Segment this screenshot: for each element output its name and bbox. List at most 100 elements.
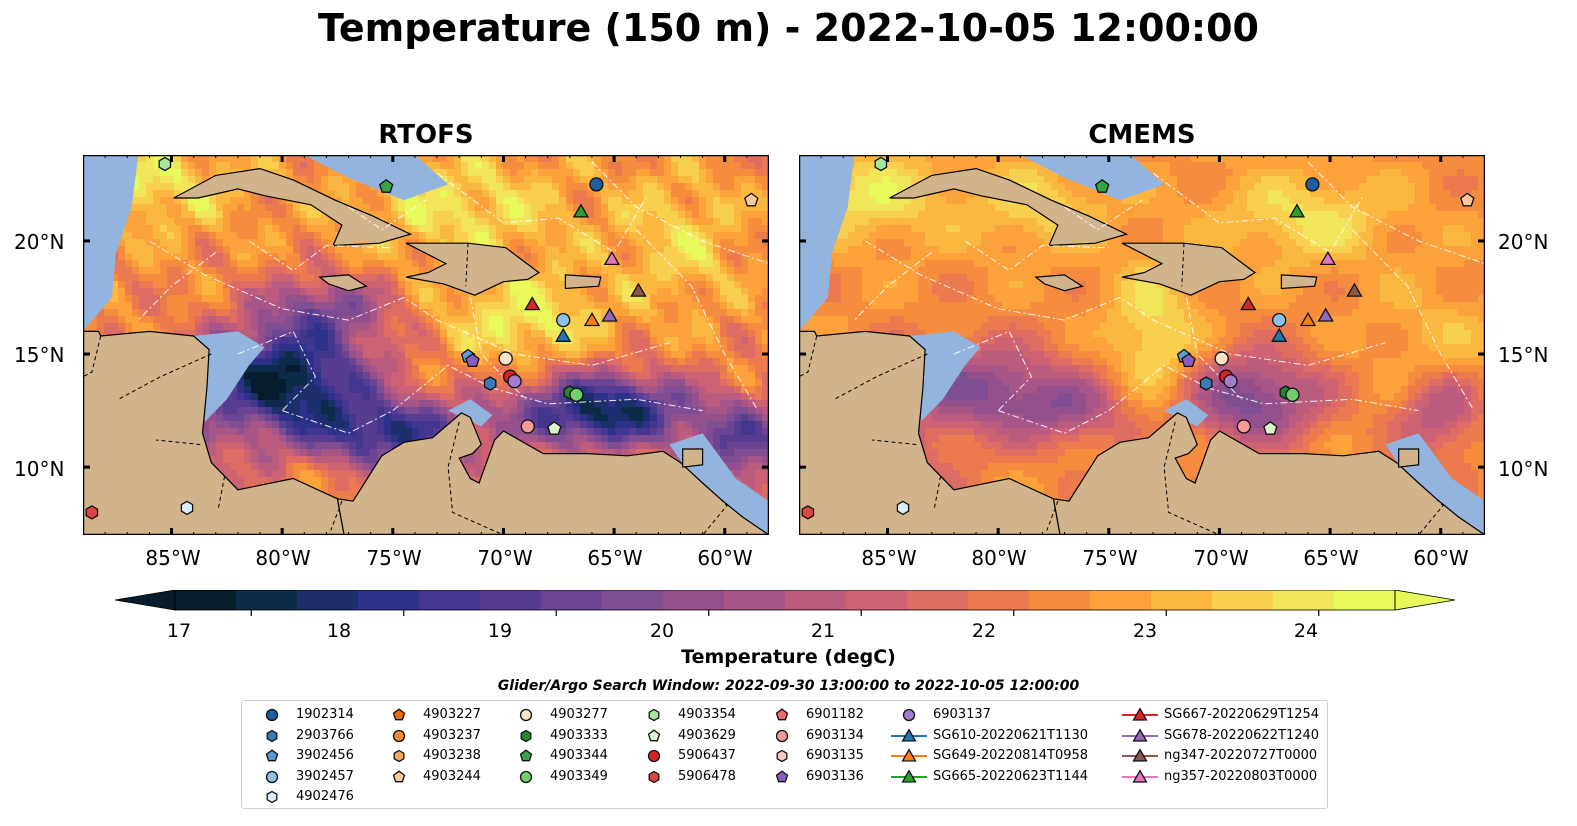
figure-title: Temperature (150 m) - 2022-10-05 12:00:0… — [317, 6, 1259, 50]
land-south-america — [1052, 412, 1485, 535]
legend-triangle-icon — [1132, 768, 1148, 783]
country-border — [834, 353, 928, 400]
legend-label: 6903136 — [806, 768, 864, 784]
land-puerto-rico — [1280, 274, 1318, 290]
legend-pentagon-icon — [392, 769, 406, 782]
eez-boundary — [1351, 229, 1475, 411]
colorbar-segment — [968, 590, 1030, 610]
colorbar-tick-24: 24 — [1293, 620, 1319, 642]
legend-title: Glider/Argo Search Window: 2022-09-30 13… — [497, 678, 1080, 694]
marker-sg678-20220622t1240 — [601, 307, 618, 322]
legend-circle-icon — [519, 708, 533, 722]
marker-6903134 — [1236, 419, 1251, 434]
legend-circle-icon — [392, 729, 406, 742]
legend-symbol — [891, 748, 927, 762]
eez-boundary — [1152, 172, 1364, 253]
marker-2903766 — [1199, 376, 1213, 391]
land-puerto-rico — [564, 274, 602, 290]
land-cuba — [889, 167, 1129, 247]
eez-boundary — [469, 297, 526, 400]
legend-circle-icon — [265, 708, 279, 722]
marker-2903766 — [483, 376, 497, 391]
colorbar-tick-19: 19 — [487, 620, 513, 642]
legend-label: 6901182 — [806, 707, 864, 722]
legend-label: 4903349 — [550, 768, 608, 784]
legend-circle-icon — [647, 749, 661, 763]
colorbar-segment — [175, 590, 237, 610]
lon-label-70w-right: 70°W — [1193, 546, 1249, 570]
eez-boundary — [1185, 297, 1242, 400]
marker-4903354 — [158, 156, 172, 172]
legend-label: 2903766 — [296, 727, 354, 743]
legend-label: 4902476 — [296, 789, 354, 804]
marker-sg678-20220622t1240 — [1317, 307, 1334, 322]
marker-ng357-20220803t0000 — [1319, 250, 1337, 266]
legend-symbol — [265, 708, 279, 722]
map-panel-rtofs[interactable] — [83, 155, 769, 535]
legend-symbol — [392, 729, 406, 742]
map-svg-rtofs — [83, 155, 769, 535]
legend-label: 4903227 — [423, 707, 481, 722]
marker-4903354 — [874, 156, 888, 172]
marker-6903137 — [1223, 374, 1238, 389]
legend-label: 3902457 — [296, 768, 354, 784]
colorbar-segment — [236, 590, 298, 610]
marker-1902314 — [1305, 177, 1320, 192]
marker-4902476 — [896, 500, 910, 516]
map-frame-border — [799, 155, 1485, 535]
colorbar-segment — [1273, 590, 1335, 610]
eez-boundary — [591, 161, 769, 265]
colorbar-tick-23: 23 — [1132, 620, 1158, 642]
country-border — [118, 353, 212, 400]
marker-4902476 — [180, 500, 194, 516]
colorbar-tick-21: 21 — [810, 620, 836, 642]
legend-circle-icon — [519, 770, 533, 783]
marker-6903134 — [520, 419, 535, 434]
legend-triangle-icon — [901, 768, 917, 783]
lon-label-85w-right: 85°W — [861, 546, 917, 570]
lon-label-80w-right: 80°W — [971, 546, 1027, 570]
colorbar-label: Temperature (degC) — [681, 646, 896, 668]
marker-sg610-20220621t1130 — [1271, 327, 1288, 342]
legend-symbol — [1122, 707, 1158, 721]
lat-label-20n-right: 20°N — [1498, 230, 1549, 254]
legend-symbol — [393, 749, 405, 763]
legend-symbol — [775, 708, 789, 721]
colorbar-extend-low — [114, 589, 176, 611]
shallow-shelf — [83, 155, 139, 332]
lon-label-80w-left: 80°W — [255, 546, 311, 570]
legend-hexagon-icon — [776, 749, 788, 763]
eez-boundary — [137, 251, 217, 321]
legend-symbol — [266, 729, 278, 742]
country-border — [217, 476, 226, 511]
colorbar-tick-18: 18 — [326, 620, 352, 642]
legend-symbol — [520, 729, 532, 742]
lon-label-70w-left: 70°W — [477, 546, 533, 570]
lon-label-60w-right: 60°W — [1413, 546, 1469, 570]
marker-sg665-20220623t1144 — [572, 203, 590, 218]
country-border — [871, 439, 917, 445]
legend-pentagon-icon — [775, 769, 789, 782]
legend-symbol — [265, 749, 279, 762]
country-border — [155, 439, 201, 445]
legend-pentagon-icon — [647, 728, 661, 741]
map-svg-cmems — [799, 155, 1485, 535]
legend-symbol — [647, 728, 661, 741]
legend-symbol — [519, 770, 533, 783]
legend-label: 4903333 — [550, 727, 608, 743]
map-panel-cmems[interactable] — [799, 155, 1485, 535]
legend: 1902314 2903766 3902456 3902457 4902476 49032… — [241, 700, 1328, 809]
legend-hexagon-icon — [648, 708, 660, 722]
legend-triangle-icon — [1132, 727, 1148, 742]
country-border — [1418, 498, 1444, 535]
legend-symbol — [648, 708, 660, 722]
legend-label: SG649-20220814T0958 — [933, 748, 1089, 763]
legend-label: 6903135 — [806, 748, 864, 763]
colorbar-segment — [846, 590, 908, 610]
marker-ng347-20220727t0000 — [1346, 282, 1363, 297]
legend-label: ng357-20220803T0000 — [1164, 768, 1318, 784]
eez-boundary — [1064, 199, 1143, 231]
eez-boundary — [149, 240, 670, 366]
legend-symbol — [392, 769, 406, 782]
legend-label: 4903238 — [423, 748, 481, 763]
